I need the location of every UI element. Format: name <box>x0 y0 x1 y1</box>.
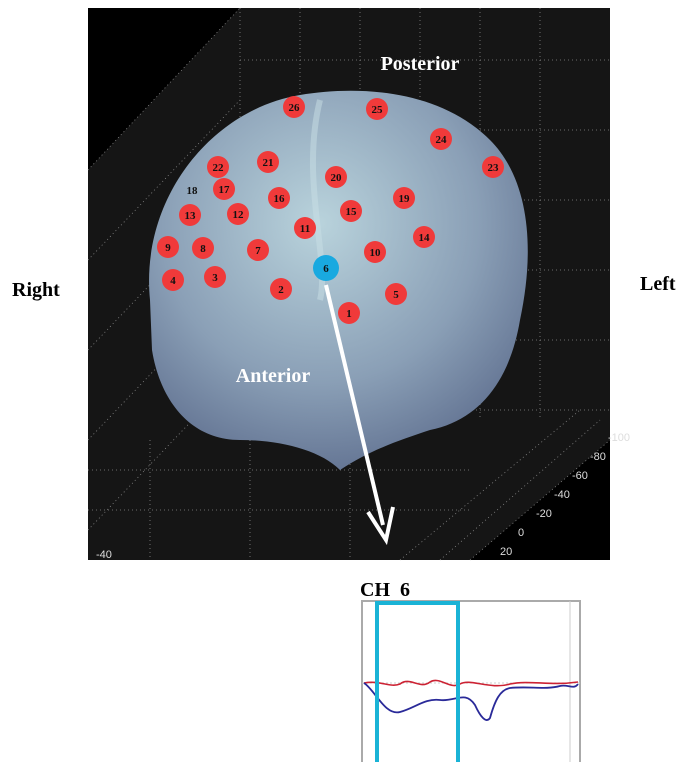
axis-tick-label: -20 <box>536 508 552 520</box>
axis-tick-label: -60 <box>572 470 588 482</box>
channel-label: 1 <box>346 308 352 320</box>
channel-label: 13 <box>185 210 197 222</box>
channel-label: 24 <box>436 134 448 146</box>
channel-label: 11 <box>300 223 310 235</box>
posterior-label: Posterior <box>381 53 460 75</box>
channel-label: 26 <box>289 102 301 114</box>
channel-label: 15 <box>346 206 358 218</box>
channel-label: 17 <box>219 184 231 196</box>
channel-label: 18 <box>187 185 199 197</box>
channel-label: 2 <box>278 284 284 296</box>
channel-label: 10 <box>370 247 382 259</box>
channel-label: 8 <box>200 243 206 255</box>
channel-label: 12 <box>233 209 245 221</box>
axis-tick-label: -40 <box>554 489 570 501</box>
channel-label: 3 <box>212 272 218 284</box>
channel-label: 14 <box>419 232 431 244</box>
channel-label: 20 <box>331 172 343 184</box>
channel-label: 21 <box>263 157 274 169</box>
channel-label: 7 <box>255 245 261 257</box>
channel-label: 4 <box>170 275 176 287</box>
axis-tick-label: 0 <box>518 527 524 539</box>
left-label: Left <box>640 273 676 295</box>
channel-label: 23 <box>488 162 500 174</box>
right-label: Right <box>12 279 60 301</box>
anterior-label: Anterior <box>236 365 311 387</box>
axis-tick-label: -100 <box>608 432 630 444</box>
channel-label: 19 <box>399 193 411 205</box>
channel-label: 16 <box>274 193 286 205</box>
figure: 1234567891011121314151617181920212223242… <box>0 0 690 762</box>
inset-frame <box>362 601 580 762</box>
axis-tick-label: -80 <box>590 451 606 463</box>
channel-label: 9 <box>165 242 171 254</box>
channel-label: 25 <box>372 104 384 116</box>
inset-title: CH 6 <box>360 579 410 601</box>
figure-canvas: 1234567891011121314151617181920212223242… <box>0 0 690 762</box>
channel-label: 6 <box>323 263 329 275</box>
channel-label: 5 <box>393 289 399 301</box>
bottom-tick: -40 <box>96 549 112 561</box>
axis-tick-label: 20 <box>500 546 512 558</box>
channel-label: 22 <box>213 162 225 174</box>
